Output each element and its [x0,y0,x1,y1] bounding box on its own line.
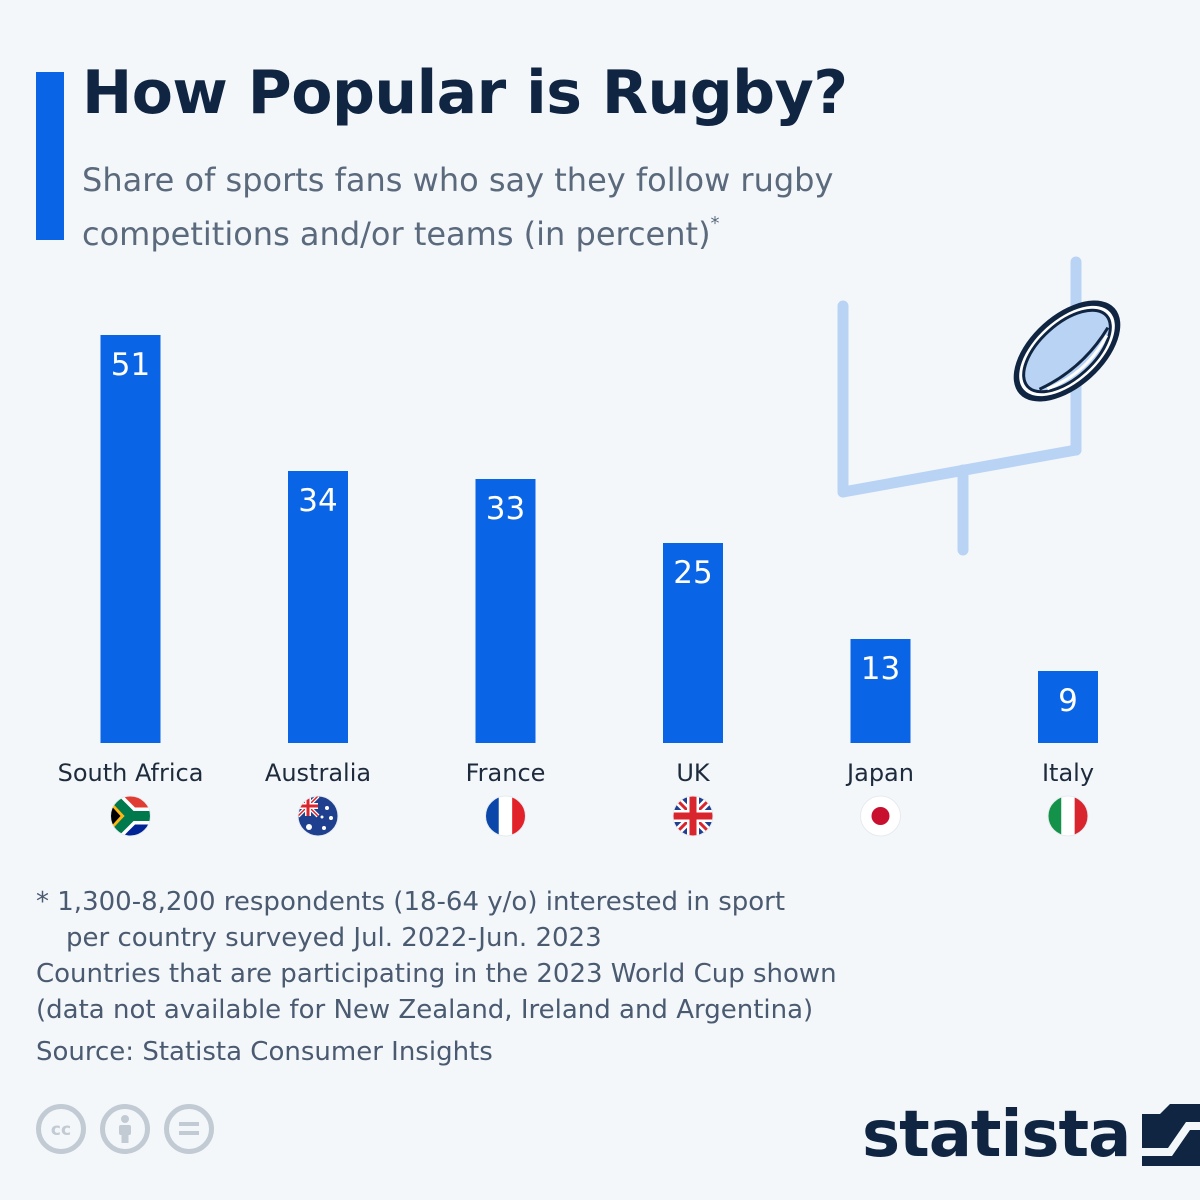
bars-group [100,335,1098,743]
japan-flag-icon [860,795,901,837]
no-derivatives-icon[interactable] [164,1104,214,1154]
bar-uk [663,543,723,743]
chart-subtitle: Share of sports fans who say they follow… [82,158,982,256]
category-label-japan: Japan [845,759,914,787]
bar-france [475,479,536,743]
category-label-france: France [466,759,546,787]
south-africa-flag-icon [110,795,151,837]
bar-chart: 51 34 33 25 13 9 South Africa Australia France U… [58,256,1121,837]
statista-logo[interactable]: statista [862,1098,1200,1172]
value-label-japan: 13 [861,651,900,687]
uk-flag-icon [672,795,714,837]
category-label-south-africa: South Africa [58,759,204,787]
france-flag-icon [485,795,526,837]
subtitle-text: Share of sports fans who say they follow… [82,161,834,253]
chart-title: How Popular is Rugby? [82,58,848,128]
logo-text: statista [862,1098,1131,1172]
creative-commons-icon[interactable]: cc [36,1104,86,1154]
statista-logo-mark-icon [1142,1104,1200,1166]
category-label-uk: UK [676,759,711,787]
flags-group [110,795,1089,837]
attribution-icon[interactable] [100,1104,150,1154]
category-label-australia: Australia [265,759,371,787]
value-label-uk: 25 [673,555,712,591]
footnote-line-1: * 1,300-8,200 respondents (18-64 y/o) in… [36,887,786,917]
footnote-line-3: Countries that are participating in the … [36,959,837,989]
value-label-australia: 34 [298,483,337,519]
footnote-line-4: (data not available for New Zealand, Ire… [36,995,814,1025]
bar-australia [288,471,348,743]
bar-south-africa [100,335,161,743]
license-icons: cc [36,1104,214,1154]
italy-flag-icon [1047,795,1089,837]
value-labels-group: 51 34 33 25 13 9 [111,347,1078,719]
value-label-italy: 9 [1058,683,1078,719]
bar-japan [850,639,911,743]
category-label-italy: Italy [1042,759,1094,787]
value-label-france: 33 [486,491,525,527]
rugby-ball-icon [1013,300,1121,402]
footnote-line-2: per country surveyed Jul. 2022-Jun. 2023 [66,923,602,953]
category-labels-group: South Africa Australia France UK Japan Italy [58,759,1094,787]
footnotes: * 1,300-8,200 respondents (18-64 y/o) in… [36,884,936,1070]
bar-italy [1038,671,1098,743]
source-note: Source: Statista Consumer Insights [36,1037,493,1067]
goalpost-illustration [837,256,1082,556]
value-label-south-africa: 51 [111,347,150,383]
subtitle-footnote-marker: * [710,213,720,234]
australia-flag-icon [297,795,339,837]
svg-text:cc: cc [51,1120,71,1140]
title-accent-bar [36,72,64,240]
